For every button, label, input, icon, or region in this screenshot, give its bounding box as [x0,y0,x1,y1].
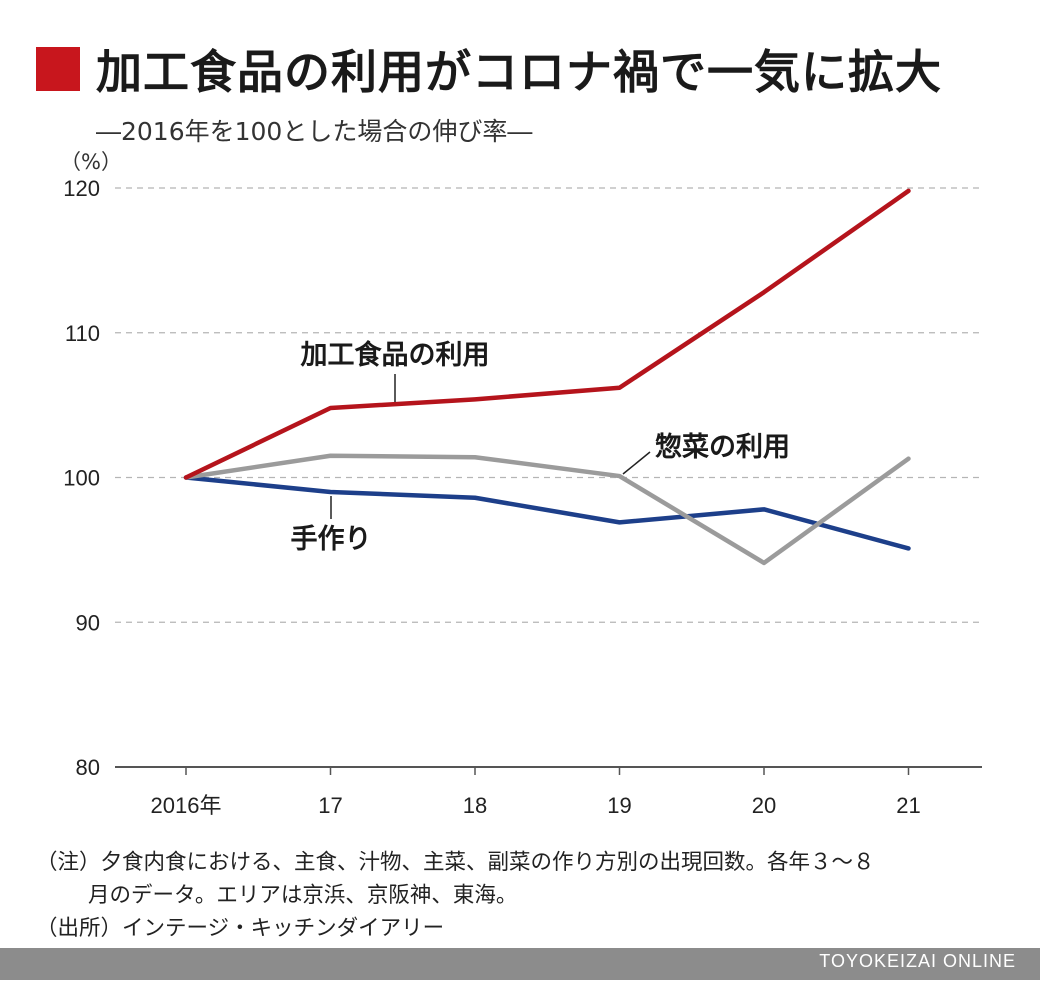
line-chart: 80 90 100 110 120 2016年 17 18 19 20 21 加工食品の利用惣菜の利… [63,176,982,818]
chart-title: 加工食品の利用がコロナ禍で一気に拡大 [96,45,942,99]
series-label: 惣菜の利用 [655,432,790,463]
title-marker [36,47,80,91]
footnotes: （注）夕食内食における、主食、汁物、主菜、副菜の作り方別の出現回数。各年３〜８ … [36,846,875,945]
series-line [183,475,911,551]
series-label: 手作り [291,524,372,555]
y-tick-label: 80 [76,755,100,780]
series-label: 加工食品の利用 [301,339,490,371]
title-row: 加工食品の利用がコロナ禍で一気に拡大 [36,34,942,104]
series-line [183,188,911,480]
series-line [183,453,911,566]
brand-label: TOYOKEIZAI ONLINE [819,951,1016,971]
x-tick-label: 17 [318,793,342,818]
y-tick-label: 110 [65,321,100,346]
x-tick-label: 20 [752,793,776,818]
axis-layer: 80 90 100 110 120 2016年 17 18 19 20 21 [63,176,982,818]
y-tick-label: 90 [76,610,100,635]
grid-layer [115,187,982,623]
note-line-2: 月のデータ。エリアは京浜、京阪神、東海。 [88,883,518,908]
chart-subtitle: ―2016年を100とした場合の伸び率― [96,117,533,146]
y-tick-label: 120 [63,176,100,201]
x-tick-label: 2016年 [151,793,222,818]
x-tick-label: 19 [607,793,631,818]
leader-line [622,451,651,475]
x-tick-label: 18 [463,793,487,818]
y-tick-label: 100 [63,466,100,491]
x-tick-label: 21 [896,793,920,818]
note-line-1: （注）夕食内食における、主食、汁物、主菜、副菜の作り方別の出現回数。各年３〜８ [36,850,875,875]
footer-bar: TOYOKEIZAI ONLINE [0,948,1040,980]
source-line: （出所）インテージ・キッチンダイアリー [36,916,445,941]
series-layer [183,188,911,566]
y-unit-label: （%） [60,150,122,174]
